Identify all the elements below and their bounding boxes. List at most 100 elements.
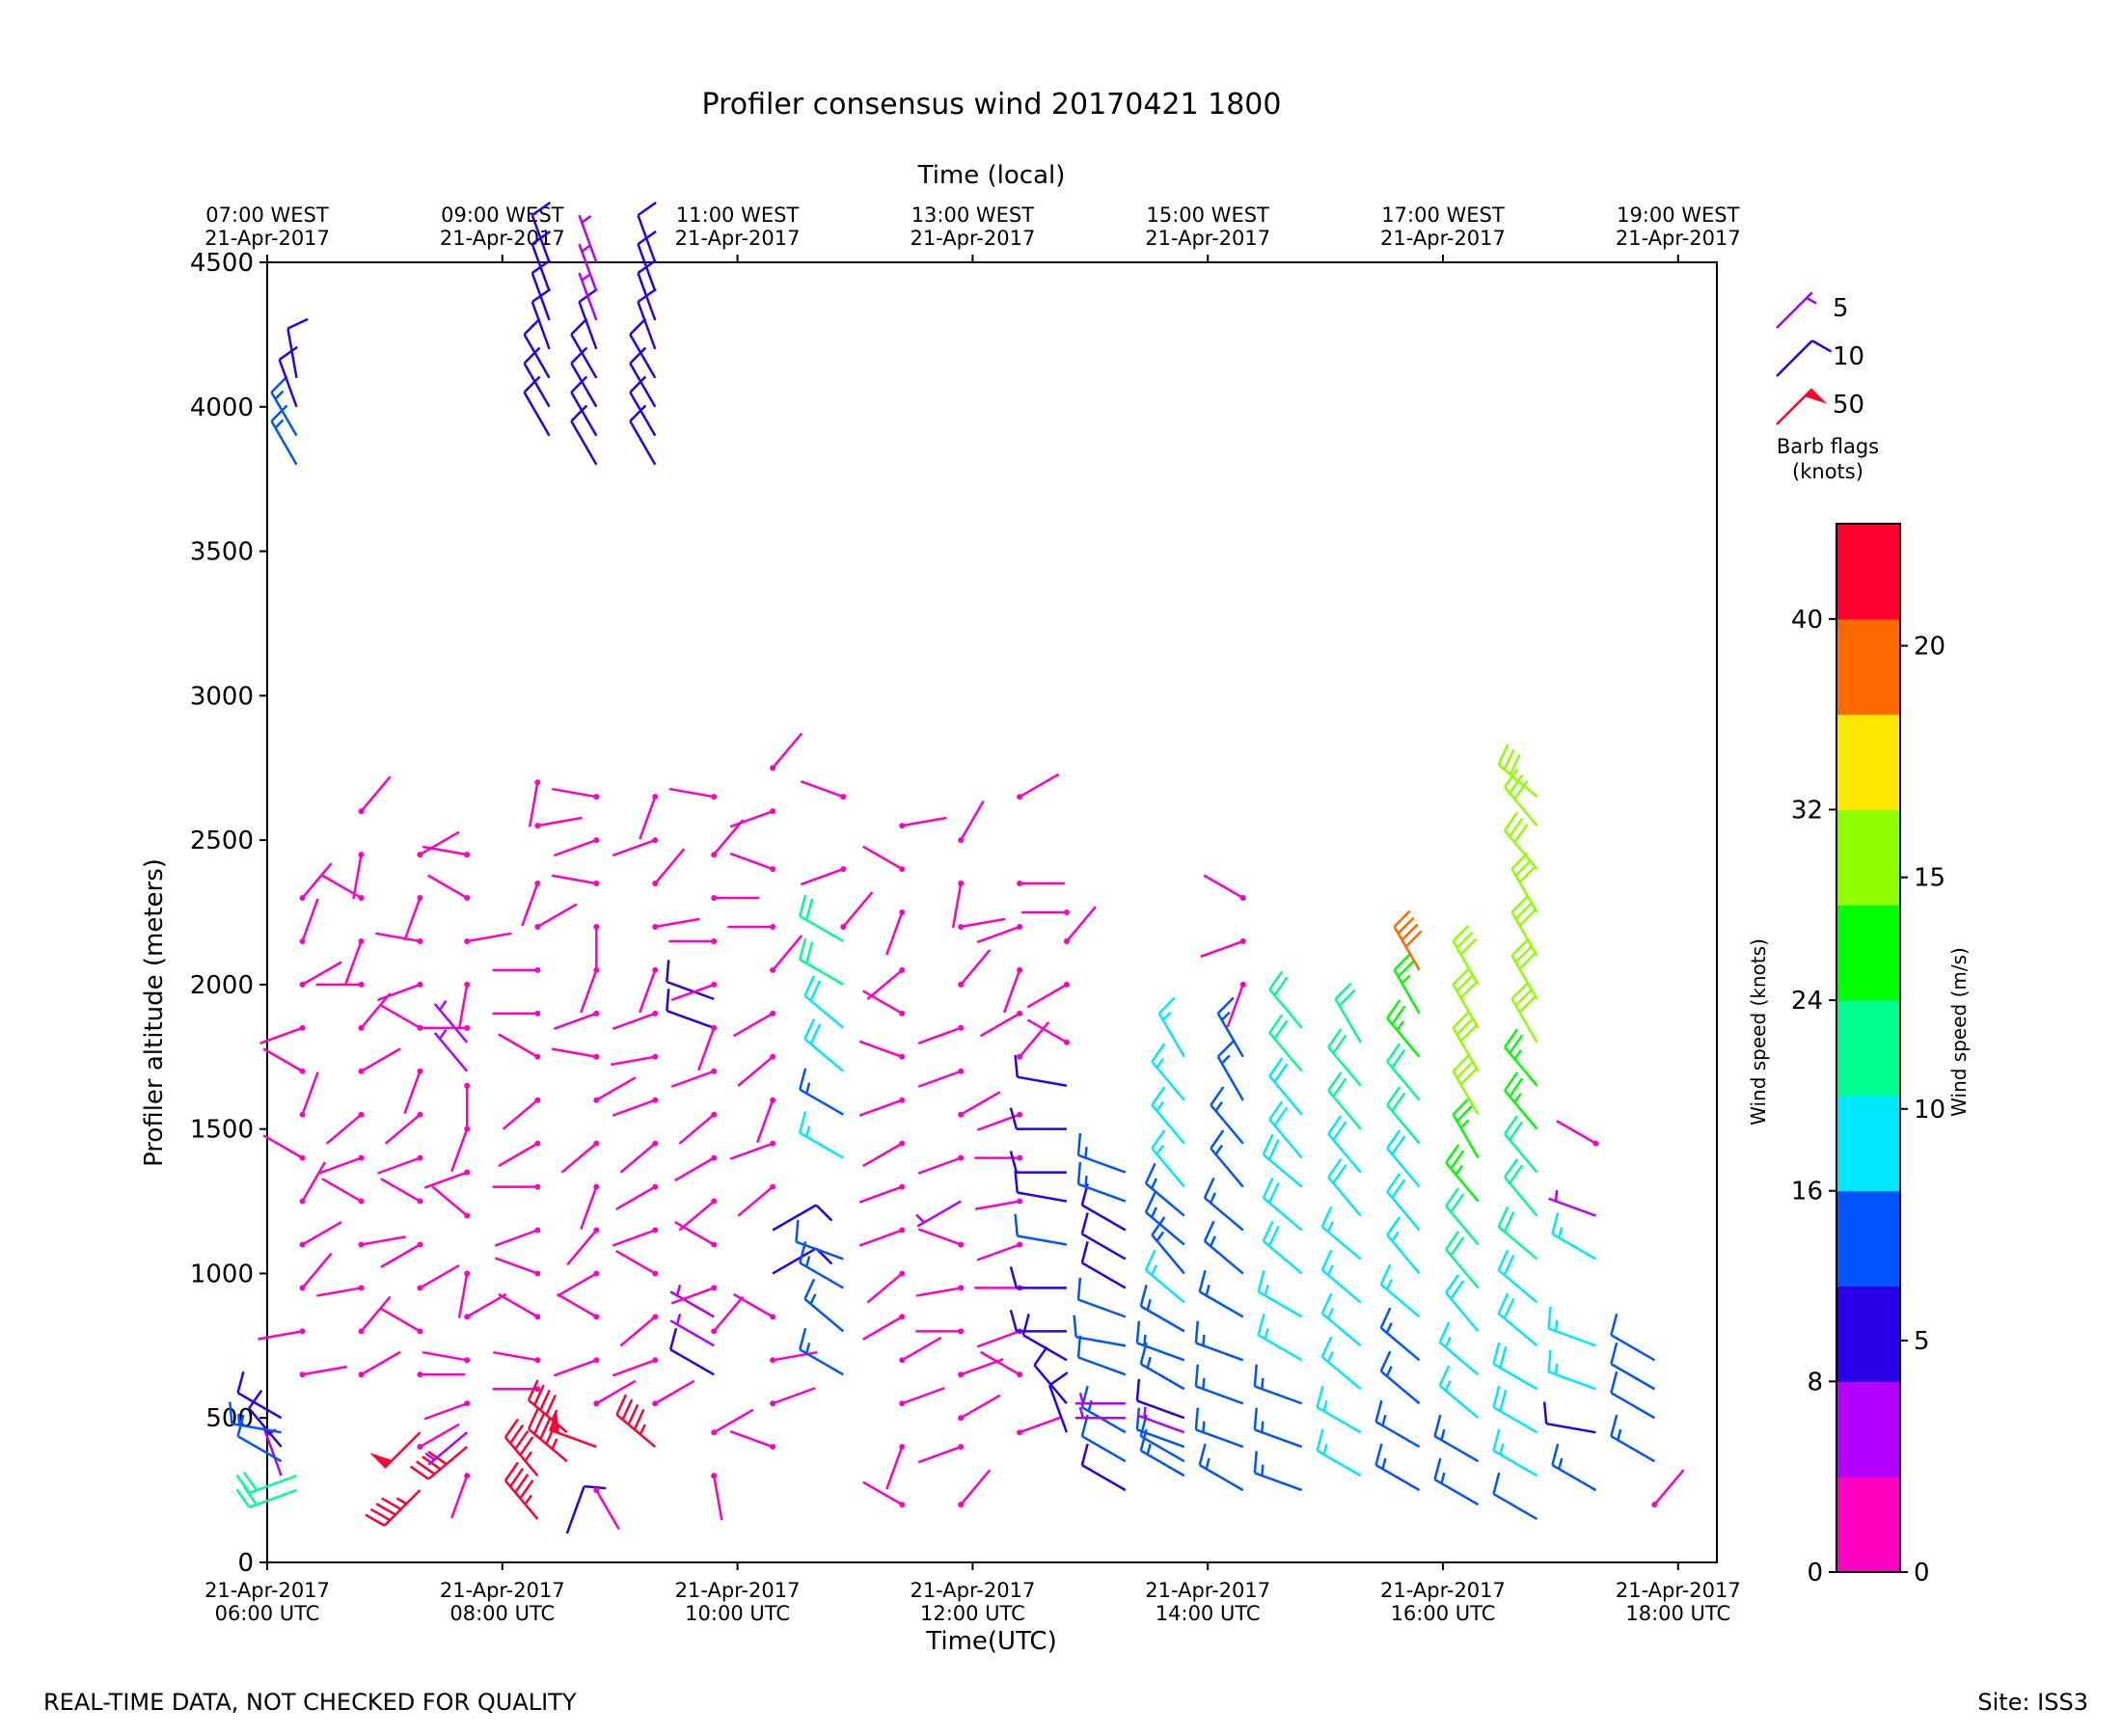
barb-dot	[958, 981, 965, 988]
barb-feather	[503, 1461, 519, 1481]
wind-barb	[1548, 1190, 1596, 1217]
wind-barb	[1216, 1040, 1244, 1101]
wind-barb	[493, 1350, 541, 1364]
barb-half-feather	[1381, 1414, 1387, 1426]
barb-staff	[1438, 1384, 1480, 1420]
x-tick-label-time: 14:00 UTC	[1156, 1602, 1261, 1625]
barb-dot	[358, 981, 365, 988]
barb-staff	[377, 1156, 421, 1175]
barb-feather	[531, 201, 552, 217]
wind-barb	[450, 1126, 471, 1173]
wind-barb	[464, 1292, 507, 1320]
wind-barb	[492, 1386, 541, 1393]
barb-staff	[1199, 1464, 1244, 1492]
wind-barb	[737, 1183, 776, 1217]
colorbar-label-knots: Wind speed (knots)	[1747, 938, 1770, 1126]
barb-staff	[1081, 1464, 1127, 1492]
barb-staff	[637, 214, 657, 263]
barb-feather	[1076, 1132, 1082, 1155]
wind-barb	[858, 1097, 906, 1117]
barb-staff	[570, 392, 598, 437]
barb-feather	[1509, 1164, 1524, 1184]
barb-feather	[514, 1430, 530, 1451]
wind-barb	[380, 1307, 423, 1335]
barb-staff	[1140, 1435, 1185, 1463]
barb-dot	[958, 923, 965, 930]
wind-barb	[1445, 1144, 1480, 1203]
barb-staff	[637, 301, 657, 350]
barb-feather	[1273, 1106, 1289, 1126]
barb-staff	[1610, 1363, 1656, 1391]
barb-feather	[1332, 1121, 1347, 1141]
barb-feather	[1514, 945, 1533, 963]
barb-dot	[417, 1024, 423, 1031]
wind-barb	[423, 1169, 471, 1189]
barb-staff	[1393, 926, 1421, 971]
barb-staff	[433, 1032, 469, 1072]
wind-barb	[1226, 981, 1246, 1028]
barb-staff	[1033, 1364, 1068, 1405]
wind-barb	[729, 1140, 776, 1160]
wind-barb	[417, 1263, 460, 1291]
barb-staff	[1017, 1234, 1068, 1246]
barb-dot	[593, 1140, 600, 1147]
barb-feather	[1518, 909, 1537, 927]
barb-staff	[712, 1475, 723, 1521]
wind-barb	[1386, 1129, 1421, 1188]
barb-staff	[1145, 1269, 1185, 1304]
barb-staff	[1077, 1356, 1127, 1376]
wind-barb	[1139, 1342, 1185, 1391]
barb-staff	[1151, 1147, 1185, 1188]
barb-feather	[1459, 981, 1478, 999]
barb-staff	[1510, 998, 1538, 1044]
wind-barb	[422, 845, 471, 858]
barb-feather	[1610, 1313, 1619, 1336]
barb-feather	[1198, 1270, 1207, 1292]
barb-feather	[1492, 1472, 1501, 1495]
wind-barb	[858, 1040, 906, 1060]
barb-staff	[772, 1387, 816, 1405]
barb-half-feather	[1264, 1327, 1269, 1340]
barb-feather	[1404, 930, 1423, 948]
wind-barb	[1262, 1133, 1303, 1188]
wind-barb	[553, 1010, 600, 1031]
barb-feather	[1504, 1158, 1519, 1179]
barb-staff	[1504, 1176, 1538, 1217]
barb-staff	[262, 1047, 304, 1072]
wind-barb	[521, 881, 541, 927]
barb-staff	[1386, 1234, 1421, 1275]
footer-right: Site: ISS3	[1977, 1689, 2088, 1716]
barb-staff	[1438, 1341, 1480, 1376]
wind-barb	[299, 862, 333, 902]
barb-feather	[1135, 1378, 1141, 1401]
wind-barb	[1194, 1407, 1244, 1449]
wind-barb	[652, 1379, 695, 1407]
wind-barb	[795, 1219, 844, 1261]
barb-feather	[1452, 967, 1470, 986]
wind-barb	[737, 1053, 776, 1087]
barb-feather	[570, 404, 588, 422]
wind-barb	[248, 1389, 283, 1448]
barb-dot	[299, 1371, 306, 1378]
barb-feather	[804, 941, 814, 964]
wind-barb	[259, 1024, 306, 1045]
barb-staff	[1452, 940, 1480, 986]
barb-staff	[1548, 1327, 1596, 1347]
barb-half-feather	[804, 1126, 811, 1137]
barb-staff	[433, 1003, 469, 1044]
barb-staff	[1136, 1428, 1185, 1449]
barb-feather	[1514, 989, 1533, 1007]
barb-feather	[519, 1479, 534, 1500]
wind-barb	[958, 1091, 1001, 1118]
wind-barb	[380, 1178, 423, 1205]
x-tick-label-time: 16:00 UTC	[1391, 1602, 1496, 1625]
wind-barb	[755, 1097, 776, 1144]
barb-staff	[1504, 1046, 1538, 1087]
barb-staff	[380, 1307, 422, 1333]
y-tick-label: 0	[237, 1549, 254, 1578]
wind-barbs	[229, 201, 1685, 1534]
wind-barb	[1504, 1115, 1538, 1174]
barb-half-feather	[1558, 1227, 1564, 1238]
wind-barb	[976, 923, 1023, 944]
barb-dot	[417, 852, 423, 858]
